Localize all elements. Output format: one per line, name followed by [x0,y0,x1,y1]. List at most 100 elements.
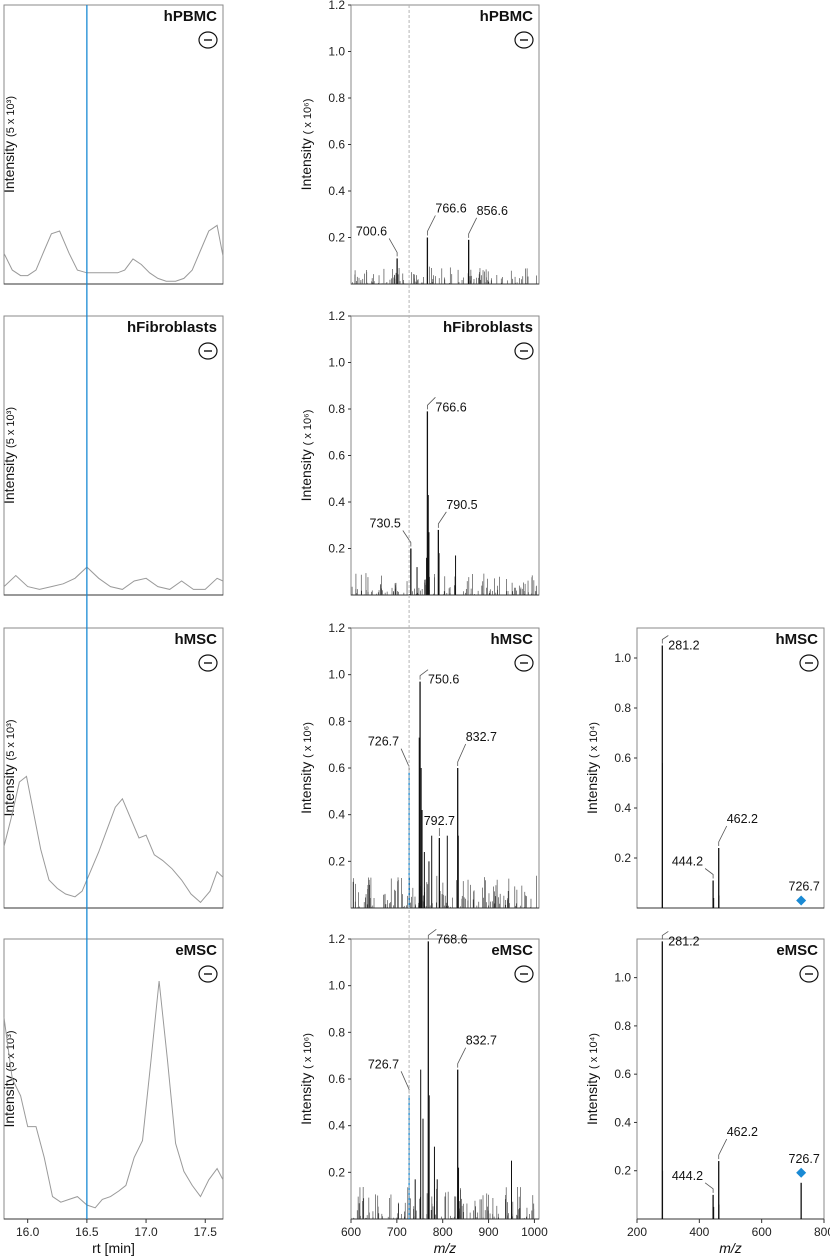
x-axis-label: m/z [719,1240,742,1256]
y-tick-label: 0.2 [328,231,345,245]
label-leader [704,1182,714,1193]
peak-label: 832.7 [466,730,497,744]
y-axis-label: Intensity ( x 10⁶) [298,410,314,502]
y-tick-label: 0.2 [614,851,631,865]
x-tick-label: 800 [433,1225,453,1239]
panel-title: hPBMC [480,8,533,25]
negative-mode-icon [514,965,534,983]
label-leader [718,1138,728,1160]
x-tick-label: 1000 [521,1225,548,1239]
y-tick-label: 0.2 [328,542,345,556]
x-tick-label: 17.5 [194,1225,218,1239]
panel-title: eMSC [776,942,818,959]
negative-mode-icon [198,965,218,983]
precursor-diamond-icon [796,1167,807,1178]
y-tick-label: 1.2 [328,309,345,323]
y-tick-label: 0.8 [328,1025,345,1039]
plot-frame [350,938,540,1220]
y-tick-label: 0.6 [614,751,631,765]
x-tick-label: 200 [627,1225,647,1239]
negative-mode-icon [799,654,819,672]
y-tick-label: 1.0 [328,356,345,370]
label-leader [437,511,447,528]
y-axis-label: Intensity ( x 10⁶) [298,1033,314,1125]
label-leader [661,635,669,644]
y-tick-label: 1.2 [328,621,345,635]
panel-ms-hFibroblasts: hFibroblasts Intensity ( x 10⁶) 0.2 0.4 0.6 0… [298,309,540,596]
chromatogram-trace [3,980,224,1209]
precursor-label: 726.7 [789,880,820,894]
y-tick-label: 0.4 [614,801,631,815]
panel-title: eMSC [175,942,217,959]
panel-ms-hPBMC: hPBMC Intensity ( x 10⁶) 0.2 0.4 0.6 0.8 1.0 1.… [298,0,540,285]
peak-label: 766.6 [435,400,466,414]
peak-label: 730.5 [370,517,401,531]
x-tick-label: 700 [387,1225,407,1239]
y-tick-label: 0.2 [328,1165,345,1179]
panel-title: hFibroblasts [443,319,533,336]
y-tick-label: 0.6 [328,138,345,152]
plot-frame [3,315,224,596]
x-tick-label: 600 [752,1225,772,1239]
negative-mode-icon [198,654,218,672]
y-tick-label: 0.8 [614,701,631,715]
panel-msms-eMSC: eMSC Intensity ( x 10⁴) 0.2 0.4 0.6 0.8 1.0 200… [584,931,830,1256]
y-axis-label: Intensity ( x 10⁴) [584,1033,600,1125]
panel-ms-eMSC: eMSC Intensity ( x 10⁶) 0.2 0.4 0.6 0.8 1.0 1.2… [298,929,548,1256]
label-leader [661,931,669,940]
peak-label: 700.6 [356,224,387,238]
plot-frame [350,627,540,909]
y-tick-label: 0.2 [328,854,345,868]
y-tick-label: 0.4 [328,808,345,822]
x-tick-label: 400 [689,1225,709,1239]
y-tick-label: 1.0 [328,45,345,59]
panel-title: hPBMC [164,8,217,25]
x-axis-label: rt [min] [92,1240,135,1256]
x-tick-label: 17.0 [134,1225,158,1239]
x-tick-label: 600 [341,1225,361,1239]
y-axis-label: Intensity (5 x 10³) [1,407,17,504]
negative-mode-icon [198,31,218,49]
peak-label: 281.2 [668,639,699,653]
panel-chrom-eMSC: eMSC Intensity (5 x 10³) 16.0 16.5 17.0 17.5 r… [1,938,224,1256]
peak-label: 792.7 [424,814,455,828]
peak-label: 726.7 [368,1057,399,1071]
y-tick-label: 0.8 [328,91,345,105]
panel-title: hMSC [175,631,218,648]
label-leader [400,748,410,771]
y-tick-label: 1.0 [614,651,631,665]
y-tick-label: 0.8 [328,402,345,416]
y-tick-label: 0.4 [328,184,345,198]
y-tick-label: 0.6 [328,449,345,463]
panel-title: hFibroblasts [127,319,217,336]
y-tick-label: 0.6 [328,761,345,775]
negative-mode-icon [198,342,218,360]
peak-label: 462.2 [727,1125,758,1139]
plot-frame [3,4,224,285]
chromatogram-trace [3,566,224,590]
negative-mode-icon [514,654,534,672]
y-tick-label: 0.8 [614,1019,631,1033]
plot-frame [3,627,224,909]
peak-label: 444.2 [672,1169,703,1183]
panel-chrom-hFibroblasts: hFibroblasts Intensity (5 x 10³) [1,315,224,596]
panel-title: hMSC [776,631,819,648]
peak-label: 281.2 [668,934,699,948]
peak-label: 768.6 [436,932,467,946]
label-leader [402,530,412,547]
x-tick-label: 16.0 [16,1225,40,1239]
y-tick-label: 0.4 [614,1115,631,1129]
negative-mode-icon [514,342,534,360]
negative-mode-icon [799,965,819,983]
label-leader [388,238,398,257]
y-axis-label: Intensity (5 x 10³) [1,96,17,193]
y-tick-label: 1.0 [328,979,345,993]
label-leader [426,397,436,410]
peak-label: 750.6 [428,673,459,687]
y-tick-label: 1.2 [328,932,345,946]
y-axis-label: Intensity (5 x 10³) [1,720,17,817]
chromatogram-trace [3,224,224,282]
label-leader [457,1047,467,1068]
plot-frame [636,627,825,909]
